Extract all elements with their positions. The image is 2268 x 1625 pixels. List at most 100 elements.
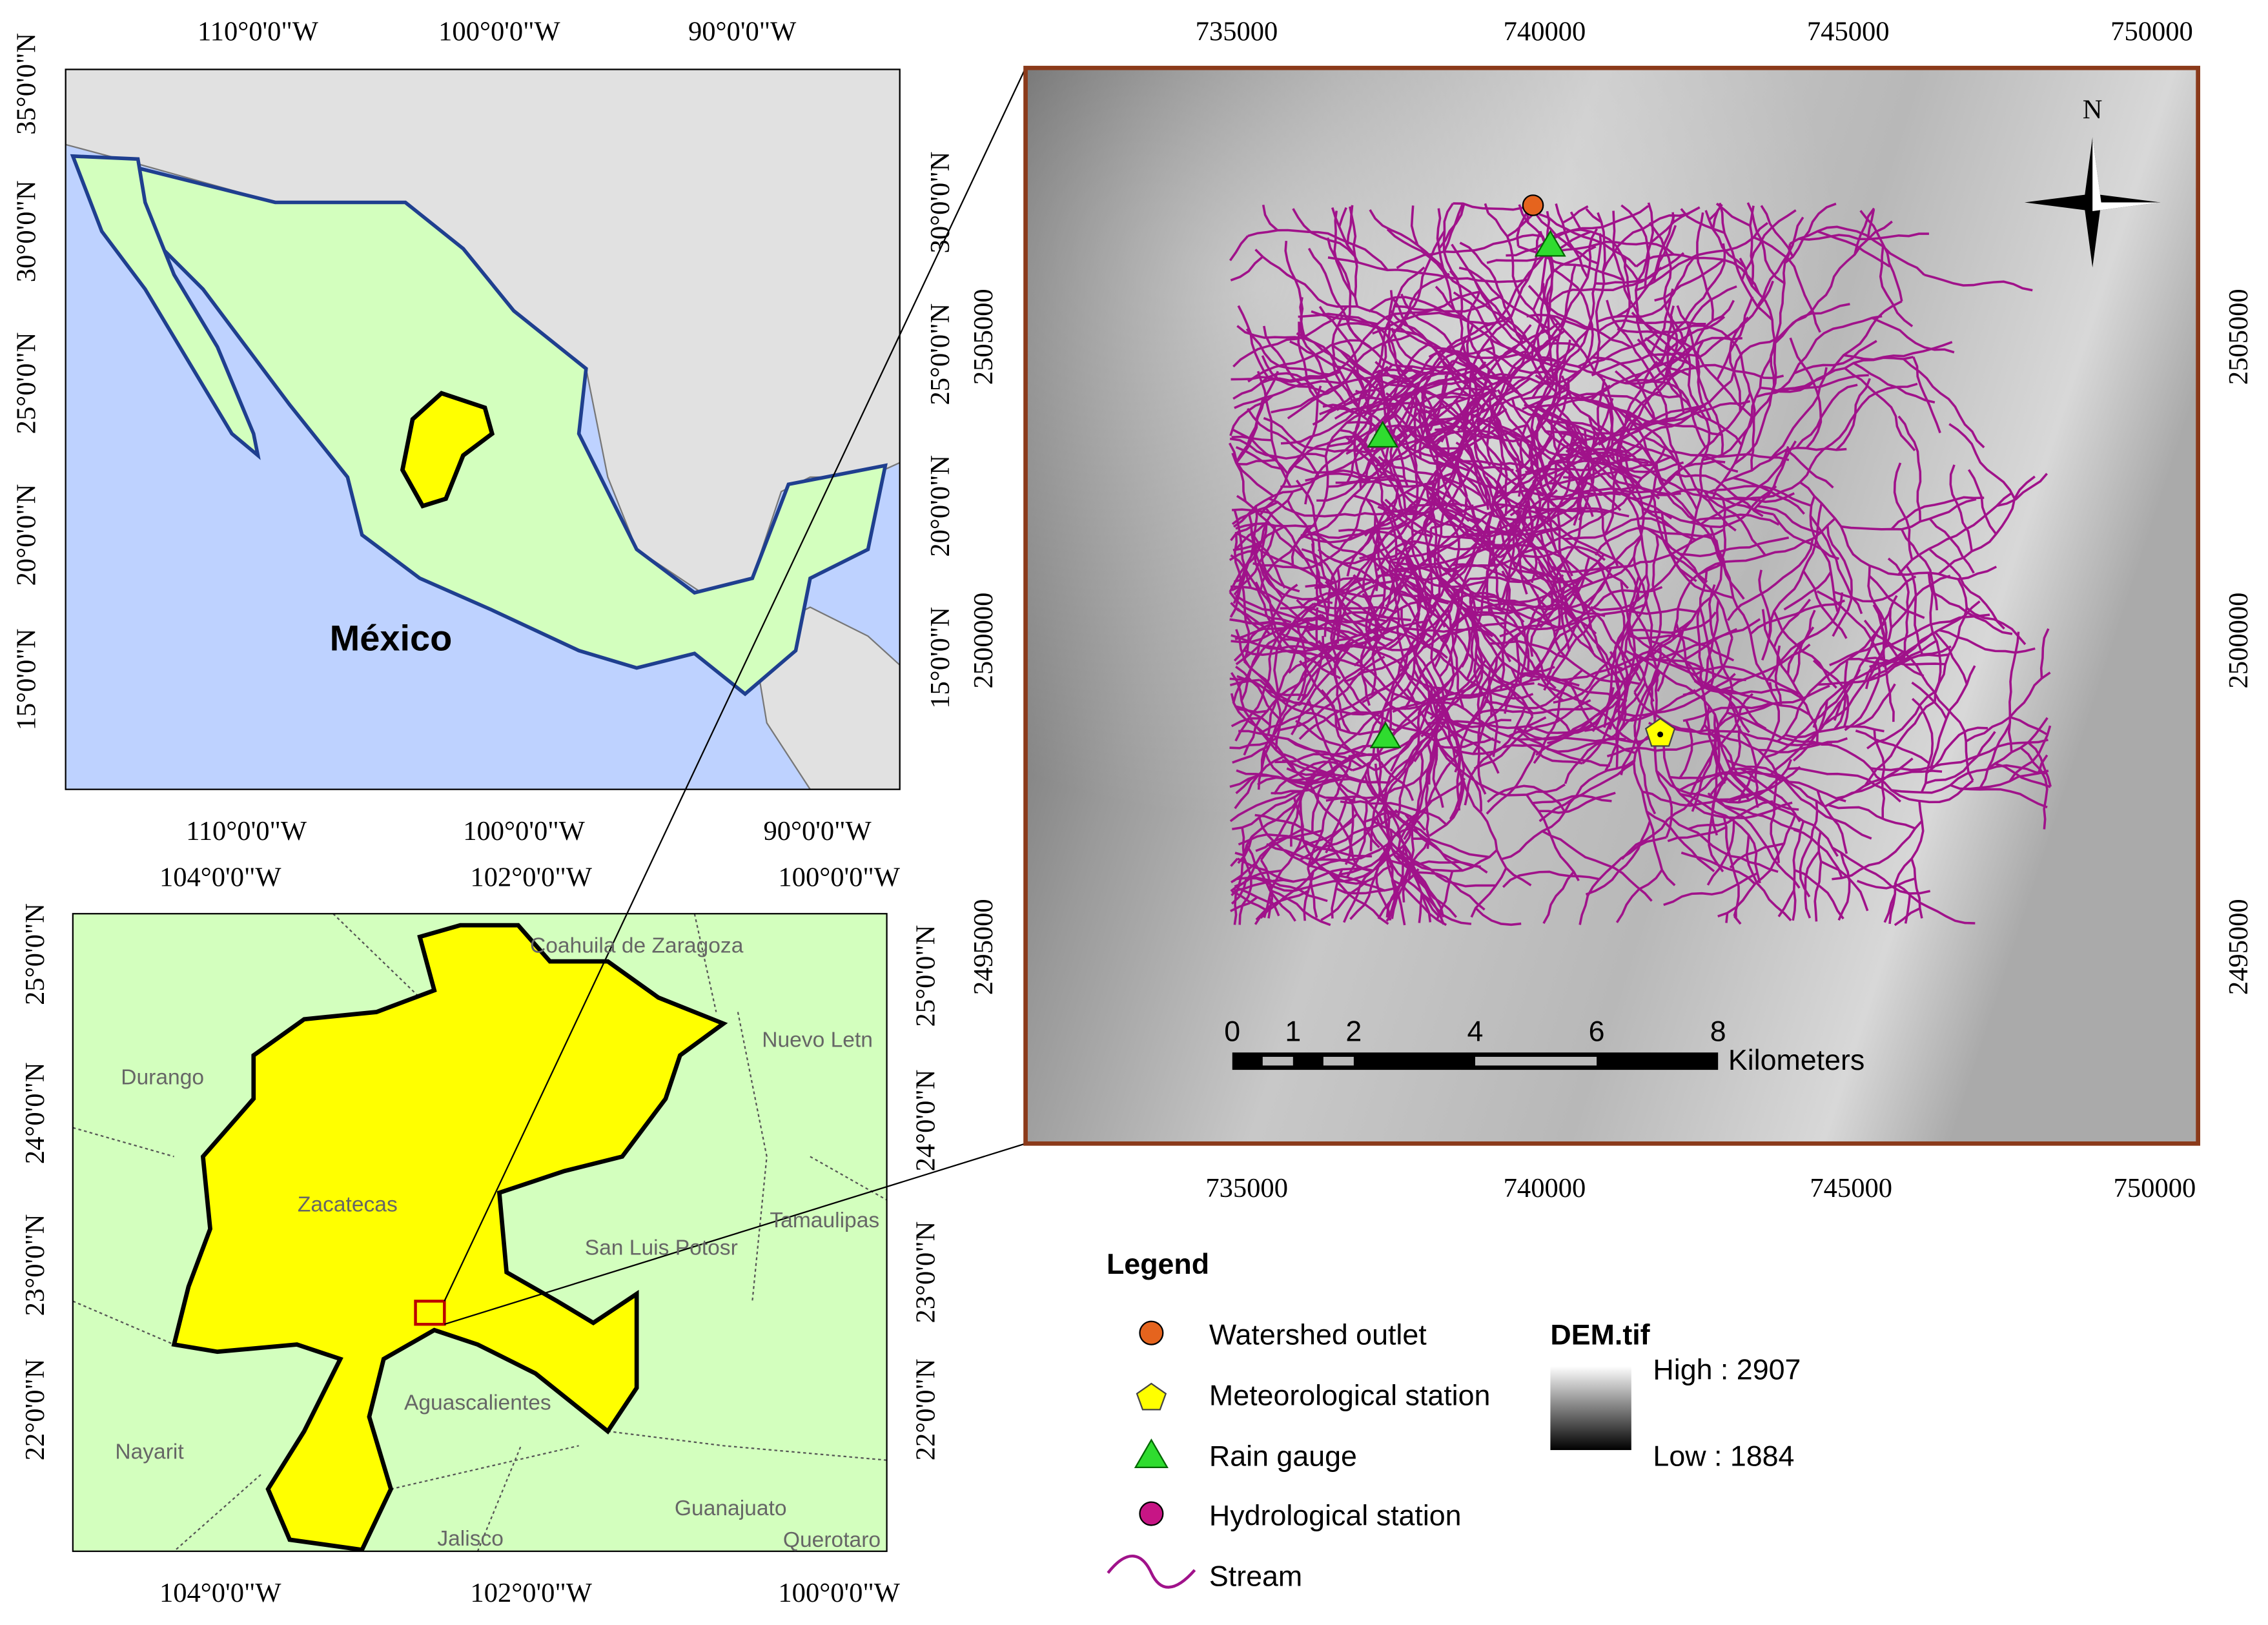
stream [1624, 378, 1707, 448]
stream [1911, 681, 1948, 720]
stream [1979, 723, 2011, 789]
stream [1774, 645, 1783, 706]
connector [444, 67, 1027, 1302]
stream [1750, 599, 1846, 635]
stream [1307, 698, 1351, 780]
stream [1364, 497, 1455, 720]
stream [1890, 496, 1985, 530]
tick-label: 735000 [1196, 17, 1278, 47]
stream [1234, 704, 1271, 726]
stream [1247, 229, 1389, 271]
stream [1740, 768, 1801, 823]
stream [1230, 896, 1258, 912]
stream [1670, 817, 1779, 874]
stream [1386, 228, 1456, 311]
stream [1238, 827, 1252, 925]
tick-label: 745000 [1807, 17, 1890, 47]
stream [1666, 305, 1685, 414]
stream [1412, 378, 1501, 515]
stream [1642, 790, 1760, 807]
stream [1837, 852, 1851, 921]
stream [1627, 315, 1679, 433]
stream [1256, 371, 1292, 487]
stream [1606, 739, 1716, 758]
stream [1930, 665, 1976, 768]
stream [1910, 858, 1923, 919]
stream [1682, 702, 1772, 722]
stream [1708, 777, 1728, 873]
stream [1593, 212, 1606, 372]
stream [1396, 375, 1447, 449]
stream [1634, 202, 1690, 376]
stream [1453, 202, 1533, 211]
tick-label: 24°0'0"N [20, 1062, 50, 1164]
stream [1702, 600, 1720, 690]
stream [1395, 373, 1511, 405]
stream [1564, 596, 1623, 670]
stream [1602, 212, 1690, 273]
place-label: Tamaulipas [770, 1209, 879, 1232]
stream [1434, 737, 1495, 749]
stream [1817, 230, 1891, 268]
stream [1832, 846, 1931, 895]
stream [1749, 205, 1755, 287]
stream [1390, 382, 1421, 447]
stream [1522, 387, 1569, 411]
stream [1967, 469, 1997, 535]
stream [1756, 216, 1804, 307]
stream [1996, 473, 2048, 507]
stream [1308, 805, 1387, 868]
stream [1500, 759, 1636, 861]
stream [1609, 651, 1627, 769]
stream [1855, 730, 1930, 764]
stream [1597, 378, 1606, 439]
stream [1598, 370, 1681, 446]
stream [1706, 821, 1735, 886]
stream [1870, 739, 2048, 772]
stream [1231, 877, 1248, 905]
stream [1965, 671, 2051, 742]
met-station-dot [1657, 731, 1664, 738]
stream [1760, 356, 1914, 393]
stream [1773, 611, 1837, 689]
stream [1756, 504, 1821, 534]
stream [1403, 611, 1473, 711]
stream [1629, 604, 1673, 838]
stream [1766, 592, 1844, 682]
stream [1304, 400, 1383, 505]
stream [1588, 300, 1735, 403]
stream [1733, 345, 1775, 465]
stream [1455, 731, 1500, 774]
stream [1542, 871, 1575, 925]
stream [1420, 892, 1472, 925]
stream [1345, 436, 1400, 482]
stream [1904, 893, 1912, 924]
stream [1912, 356, 1941, 434]
place-label: Nayarit [115, 1440, 184, 1464]
stream [1620, 204, 1650, 287]
stream [1374, 642, 1415, 702]
stream [1313, 602, 1395, 613]
stream [1506, 229, 1639, 281]
stream [1789, 337, 1823, 449]
stream [1787, 767, 1901, 803]
stream [1654, 259, 1725, 302]
stream [1591, 352, 1699, 376]
stream [1263, 325, 1302, 385]
stream [1500, 570, 1511, 691]
stream [1291, 642, 1354, 735]
stream [1304, 611, 1411, 633]
stream [1809, 495, 1839, 612]
tick-label: 745000 [1810, 1173, 1892, 1203]
stream [1230, 531, 1238, 542]
stream [1527, 285, 1632, 349]
stream [1537, 682, 1641, 746]
stream [1873, 729, 1886, 819]
stream [1531, 339, 1571, 399]
stream [1382, 230, 1446, 346]
tick-label: 100°0'0"W [778, 863, 900, 893]
stream [1532, 794, 1612, 804]
stream [1527, 714, 1604, 734]
stream [1442, 477, 1494, 551]
stream [1259, 435, 1356, 516]
